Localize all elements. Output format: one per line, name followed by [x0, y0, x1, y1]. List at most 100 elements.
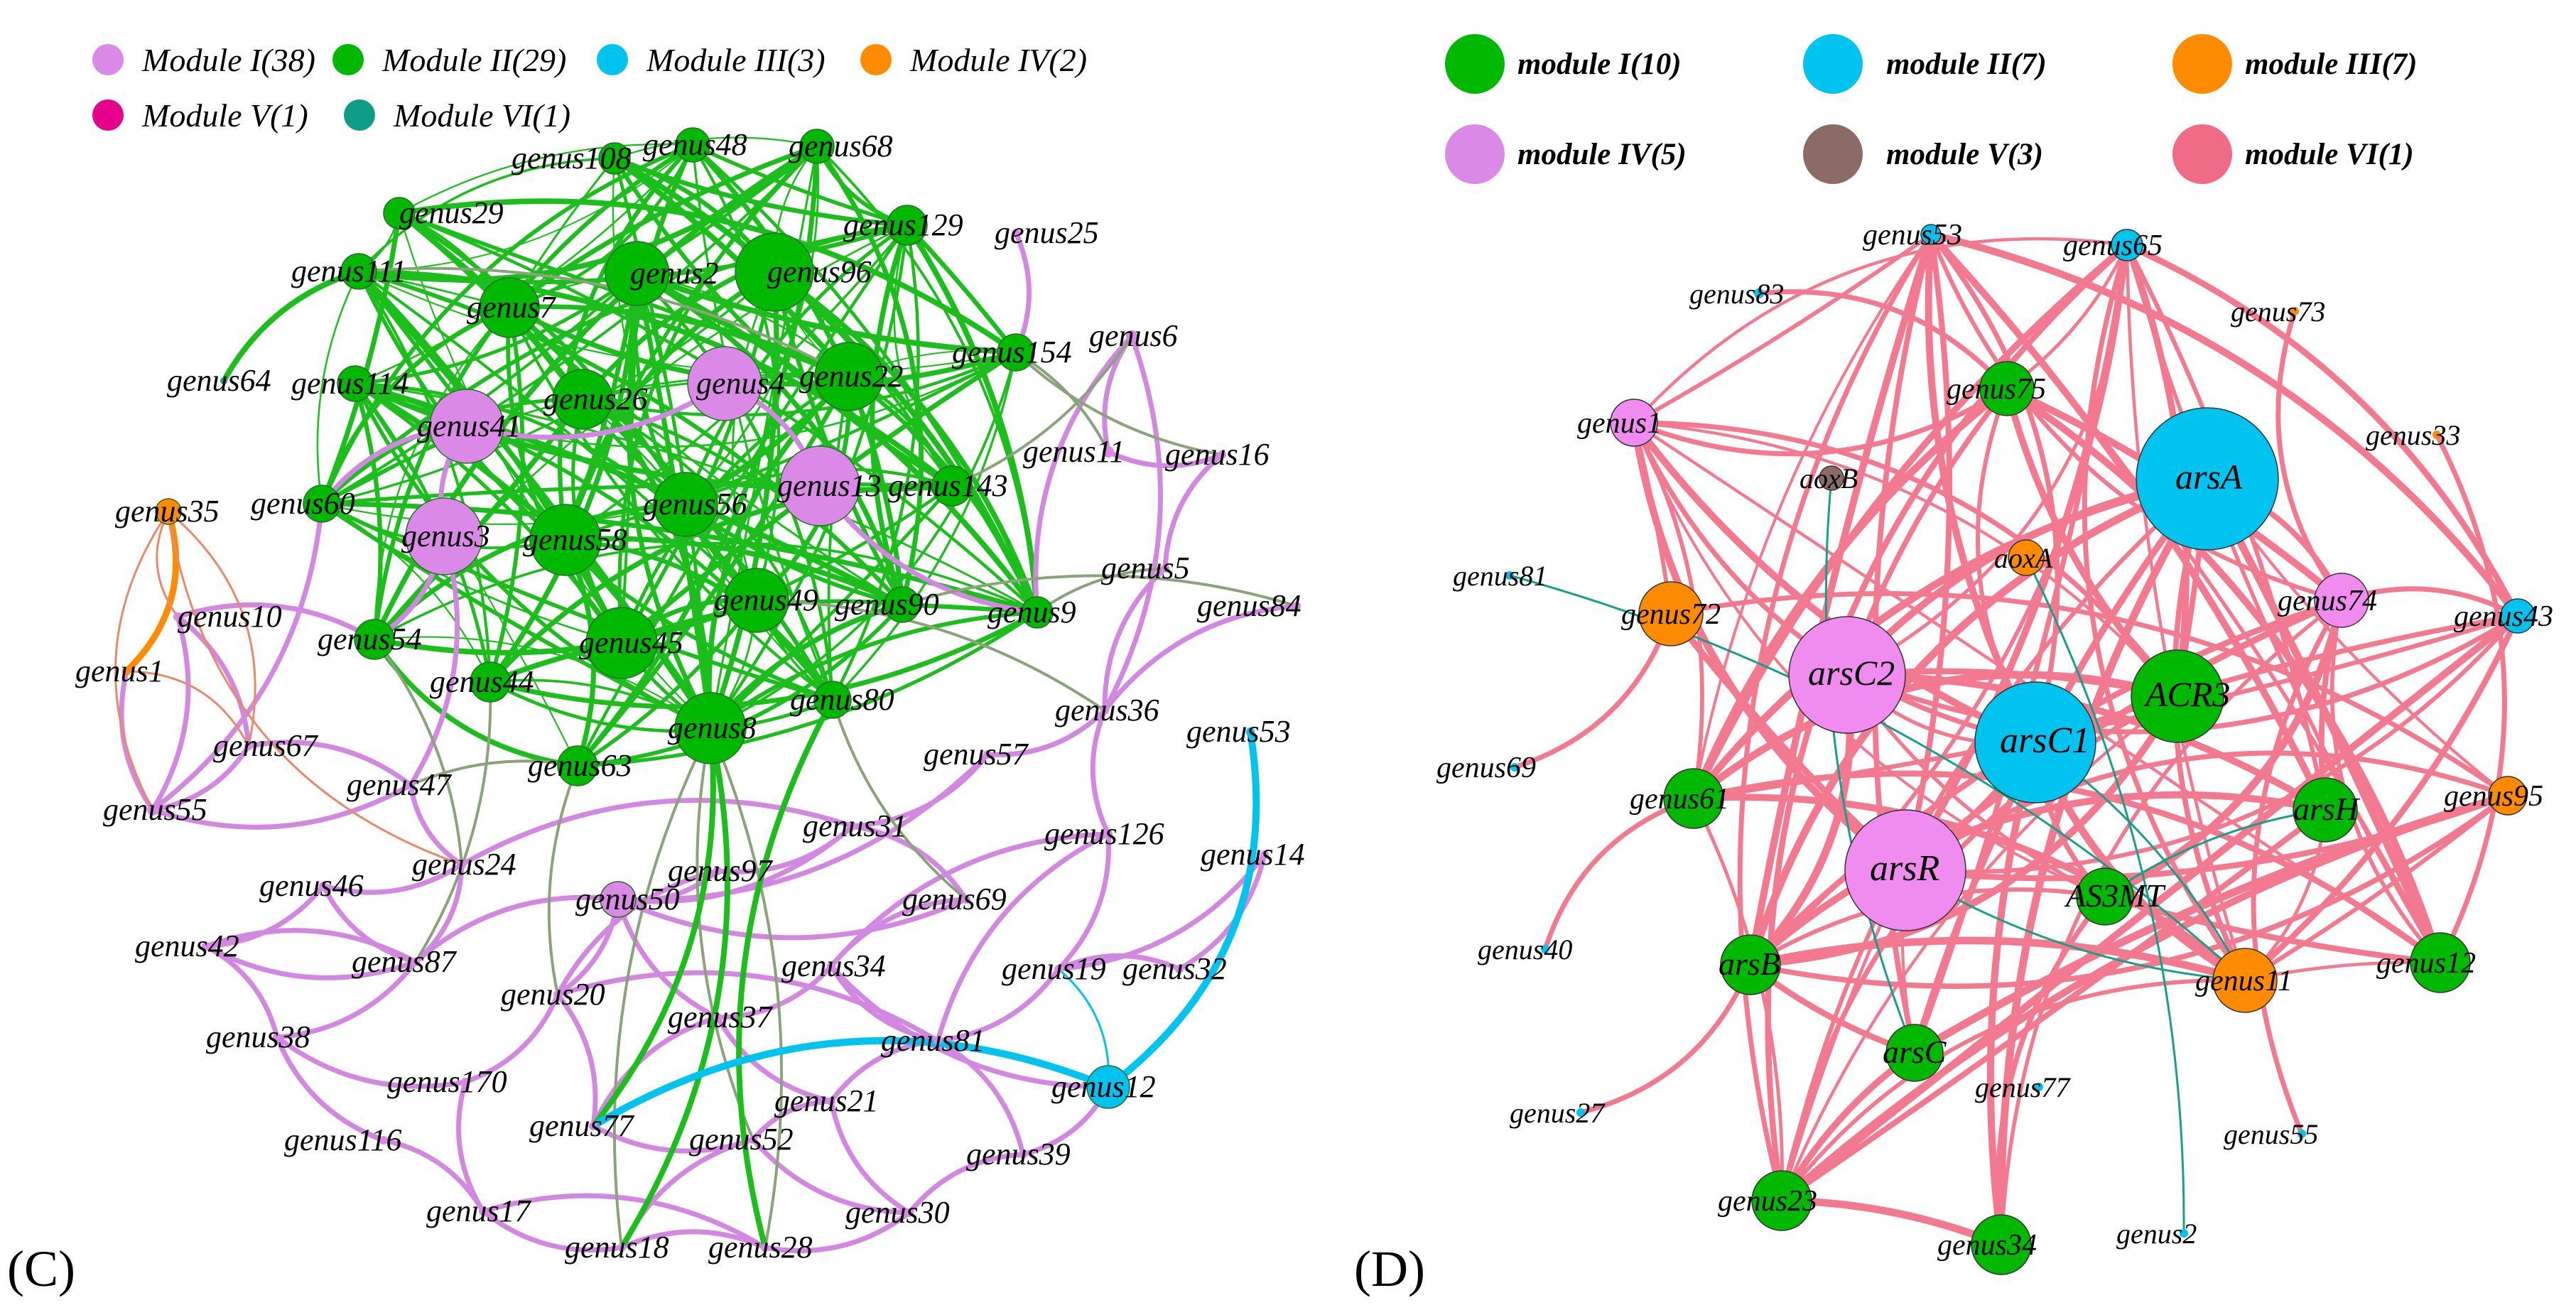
node-label: genus77	[529, 1108, 635, 1143]
node-genus16: genus16	[1165, 437, 1270, 472]
edge	[636, 271, 1040, 615]
panel-d-label: (D)	[1354, 1240, 1425, 1297]
edge	[1779, 792, 2509, 1203]
node-label: aoxB	[1800, 462, 1858, 494]
node-genus1: genus1	[75, 654, 164, 688]
node-genus84: genus84	[1197, 588, 1301, 623]
node-label: genus69	[902, 882, 1007, 916]
edge	[1930, 231, 2521, 619]
node-label: genus11	[2195, 965, 2293, 997]
node-genus67: genus67	[213, 728, 319, 763]
edge	[358, 269, 954, 488]
node-genus143: genus143	[888, 465, 1008, 507]
node-genus2: genus2	[2116, 1218, 2197, 1250]
node-label: genus26	[543, 381, 648, 416]
node-genus48: genus48	[643, 127, 747, 163]
node-label: genus37	[668, 1000, 774, 1034]
node-label: genus12	[2376, 947, 2476, 980]
edge	[374, 597, 758, 656]
node-label: genus16	[1165, 437, 1270, 472]
edge	[1780, 807, 2327, 1203]
edge	[151, 782, 412, 830]
edge	[176, 602, 376, 642]
node-genus47: genus47	[347, 767, 453, 802]
edge	[276, 960, 418, 1040]
legend-marker	[92, 44, 124, 75]
node-genus68: genus68	[789, 129, 893, 164]
edge	[509, 304, 850, 379]
edge	[1102, 335, 1164, 712]
node-genus95: genus95	[2444, 776, 2543, 816]
edge	[205, 928, 417, 965]
edge	[357, 270, 758, 602]
node-label: genus65	[2063, 229, 2163, 262]
node-label: genus42	[135, 929, 239, 963]
node-label: genus53	[1186, 714, 1291, 749]
node-genus54: genus54	[318, 619, 422, 660]
edge	[352, 383, 383, 640]
node-arsC: arsC	[1883, 1024, 1947, 1082]
edge	[1690, 242, 2129, 801]
edge	[620, 1229, 767, 1250]
node-arsH: arsH	[2293, 777, 2361, 843]
node-genus49: genus49	[714, 568, 818, 633]
node-genus90: genus90	[835, 586, 939, 623]
node-label: genus33	[2366, 419, 2460, 451]
node-genus97: genus97	[668, 853, 774, 888]
node-label: genus31	[803, 808, 907, 843]
node-label: genus17	[426, 1194, 532, 1228]
panel-d-nodes: genus53 genus65 genus83 genus73 genus75 genus…	[1436, 219, 2553, 1275]
legend-marker	[92, 99, 124, 131]
node-genus19: genus19	[1002, 951, 1106, 986]
legend-marker	[1803, 34, 1863, 94]
node-label: genus39	[966, 1137, 1071, 1171]
edge	[413, 894, 619, 964]
edge	[764, 1211, 911, 1254]
node-genus77: genus77	[1975, 1071, 2071, 1103]
edge	[815, 145, 924, 605]
edge	[617, 752, 990, 903]
edge	[152, 745, 251, 813]
node-genus26: genus26	[543, 369, 648, 430]
node-genus53: genus53	[1863, 219, 1962, 251]
edge	[1691, 671, 2179, 802]
edge	[374, 541, 1038, 641]
edge	[736, 698, 835, 1249]
edge	[168, 510, 256, 747]
node-label: genus46	[259, 868, 364, 903]
edge	[987, 708, 1107, 757]
node-AS3MT: AS3MT	[2064, 867, 2166, 926]
node-genus32: genus32	[1122, 951, 1227, 986]
edge	[482, 1193, 767, 1250]
edge	[1102, 566, 1167, 711]
node-genus60: genus60	[251, 485, 355, 523]
edge	[205, 943, 417, 980]
edge	[1912, 244, 2130, 1054]
edge	[709, 727, 784, 1248]
node-genus69: genus69	[1436, 752, 1536, 784]
edge	[935, 831, 1110, 1041]
edge	[410, 759, 578, 786]
node-label: genus36	[1055, 693, 1159, 727]
node-genus52: genus52	[689, 1122, 794, 1157]
node-label: genus55	[2224, 1118, 2318, 1150]
legend-marker	[332, 44, 364, 75]
edge	[481, 1209, 622, 1253]
edge	[413, 864, 465, 964]
node-genus10: genus10	[173, 599, 282, 634]
edge	[590, 727, 716, 1128]
legend-label: Module II(29)	[381, 42, 566, 78]
node-label: genus108	[512, 141, 632, 175]
node-label: arsC	[1883, 1034, 1947, 1070]
node-genus108: genus108	[512, 141, 632, 175]
node-genus72: genus72	[1621, 581, 1721, 646]
legend-label: Module VI(1)	[393, 97, 570, 134]
edge	[827, 376, 850, 700]
node-genus154: genus154	[952, 333, 1072, 372]
edge	[373, 638, 463, 865]
edge	[1749, 936, 2246, 985]
node-genus126: genus126	[1044, 816, 1164, 851]
node-genus39: genus39	[966, 1137, 1071, 1171]
node-label: genus24	[412, 847, 516, 882]
